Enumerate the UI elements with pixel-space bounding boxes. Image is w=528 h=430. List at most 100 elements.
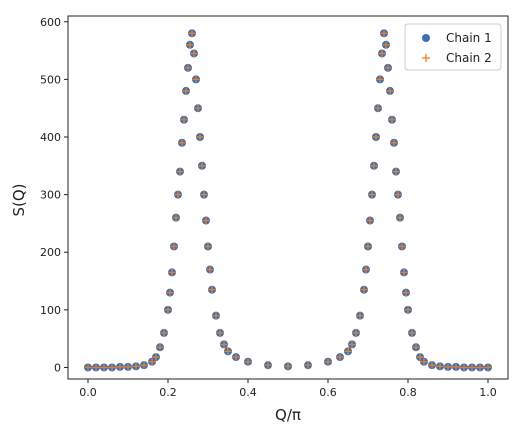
data-point — [366, 217, 374, 225]
x-axis-ticks: 0.0 0.2 0.4 0.6 0.8 1.0 — [79, 379, 497, 399]
data-point — [452, 363, 460, 371]
data-point — [264, 361, 272, 369]
x-tick-label: 0.6 — [319, 386, 337, 399]
data-point — [172, 214, 180, 222]
data-point — [108, 363, 116, 371]
data-point — [408, 329, 416, 337]
data-point — [182, 87, 190, 95]
data-point — [184, 64, 192, 72]
data-point — [374, 104, 382, 112]
data-point — [468, 363, 476, 371]
data-point — [100, 363, 108, 371]
data-point — [428, 361, 436, 369]
data-point — [476, 363, 484, 371]
data-point — [404, 306, 412, 314]
data-point — [388, 116, 396, 124]
data-point — [372, 133, 380, 141]
data-point — [188, 29, 196, 37]
data-point — [148, 358, 156, 366]
x-tick-label: 0.4 — [239, 386, 257, 399]
data-point — [436, 362, 444, 370]
plot-frame — [67, 15, 509, 380]
y-tick-label: 500 — [40, 73, 61, 86]
y-axis-ticks: 0 100 200 300 400 500 600 — [40, 16, 68, 374]
data-point — [186, 41, 194, 49]
data-point — [444, 363, 452, 371]
data-point — [116, 363, 124, 371]
series-2 — [84, 29, 492, 371]
data-point — [180, 116, 188, 124]
data-point — [484, 363, 492, 371]
y-axis-label: S(Q) — [10, 183, 28, 216]
data-point — [216, 329, 224, 337]
data-point — [420, 358, 428, 366]
x-tick-label: 1.0 — [479, 386, 497, 399]
x-tick-label: 0.8 — [399, 386, 417, 399]
data-point — [232, 353, 240, 361]
data-point — [360, 286, 368, 294]
y-tick-label: 200 — [40, 246, 61, 259]
data-point — [396, 214, 404, 222]
data-point — [168, 268, 176, 276]
data-point — [304, 361, 312, 369]
data-point — [324, 358, 332, 366]
data-point — [412, 343, 420, 351]
legend-label-chain-1: Chain 1 — [446, 31, 492, 45]
data-point — [206, 266, 214, 274]
data-points — [84, 29, 492, 372]
data-point — [196, 133, 204, 141]
data-point — [164, 306, 172, 314]
data-point — [156, 343, 164, 351]
data-point — [336, 353, 344, 361]
data-point — [460, 363, 468, 371]
y-tick-label: 100 — [40, 304, 61, 317]
data-point — [140, 361, 148, 369]
data-point — [370, 162, 378, 170]
data-point — [166, 289, 174, 297]
data-point — [198, 162, 206, 170]
data-point — [416, 353, 424, 361]
data-point — [192, 75, 200, 83]
data-point — [124, 363, 132, 371]
legend-label-chain-2: Chain 2 — [446, 51, 492, 65]
data-point — [356, 312, 364, 320]
data-point — [380, 29, 388, 37]
data-point — [384, 64, 392, 72]
data-point — [178, 139, 186, 147]
data-point — [352, 329, 360, 337]
data-point — [194, 104, 202, 112]
data-point — [202, 217, 210, 225]
x-axis-label: Q/π — [275, 406, 301, 424]
y-tick-label: 600 — [40, 16, 61, 29]
data-point — [224, 347, 232, 355]
data-point — [344, 347, 352, 355]
data-point — [244, 358, 252, 366]
data-point — [132, 362, 140, 370]
data-point — [152, 353, 160, 361]
data-point — [386, 87, 394, 95]
data-point — [190, 49, 198, 57]
data-point — [390, 139, 398, 147]
data-point — [200, 191, 208, 199]
y-tick-label: 0 — [54, 361, 61, 374]
data-point — [174, 191, 182, 199]
data-point — [400, 268, 408, 276]
y-tick-label: 300 — [40, 189, 61, 202]
data-point — [208, 286, 216, 294]
data-point — [364, 242, 372, 250]
legend-marker-chain-2 — [422, 54, 430, 62]
data-point — [382, 41, 390, 49]
data-point — [394, 191, 402, 199]
data-point — [348, 340, 356, 348]
data-point — [376, 75, 384, 83]
data-point — [84, 363, 92, 371]
data-point — [398, 242, 406, 250]
data-point — [392, 168, 400, 176]
data-point — [378, 49, 386, 57]
data-point — [204, 242, 212, 250]
data-point — [92, 363, 100, 371]
data-point — [170, 242, 178, 250]
legend: Chain 1 Chain 2 — [404, 23, 502, 71]
